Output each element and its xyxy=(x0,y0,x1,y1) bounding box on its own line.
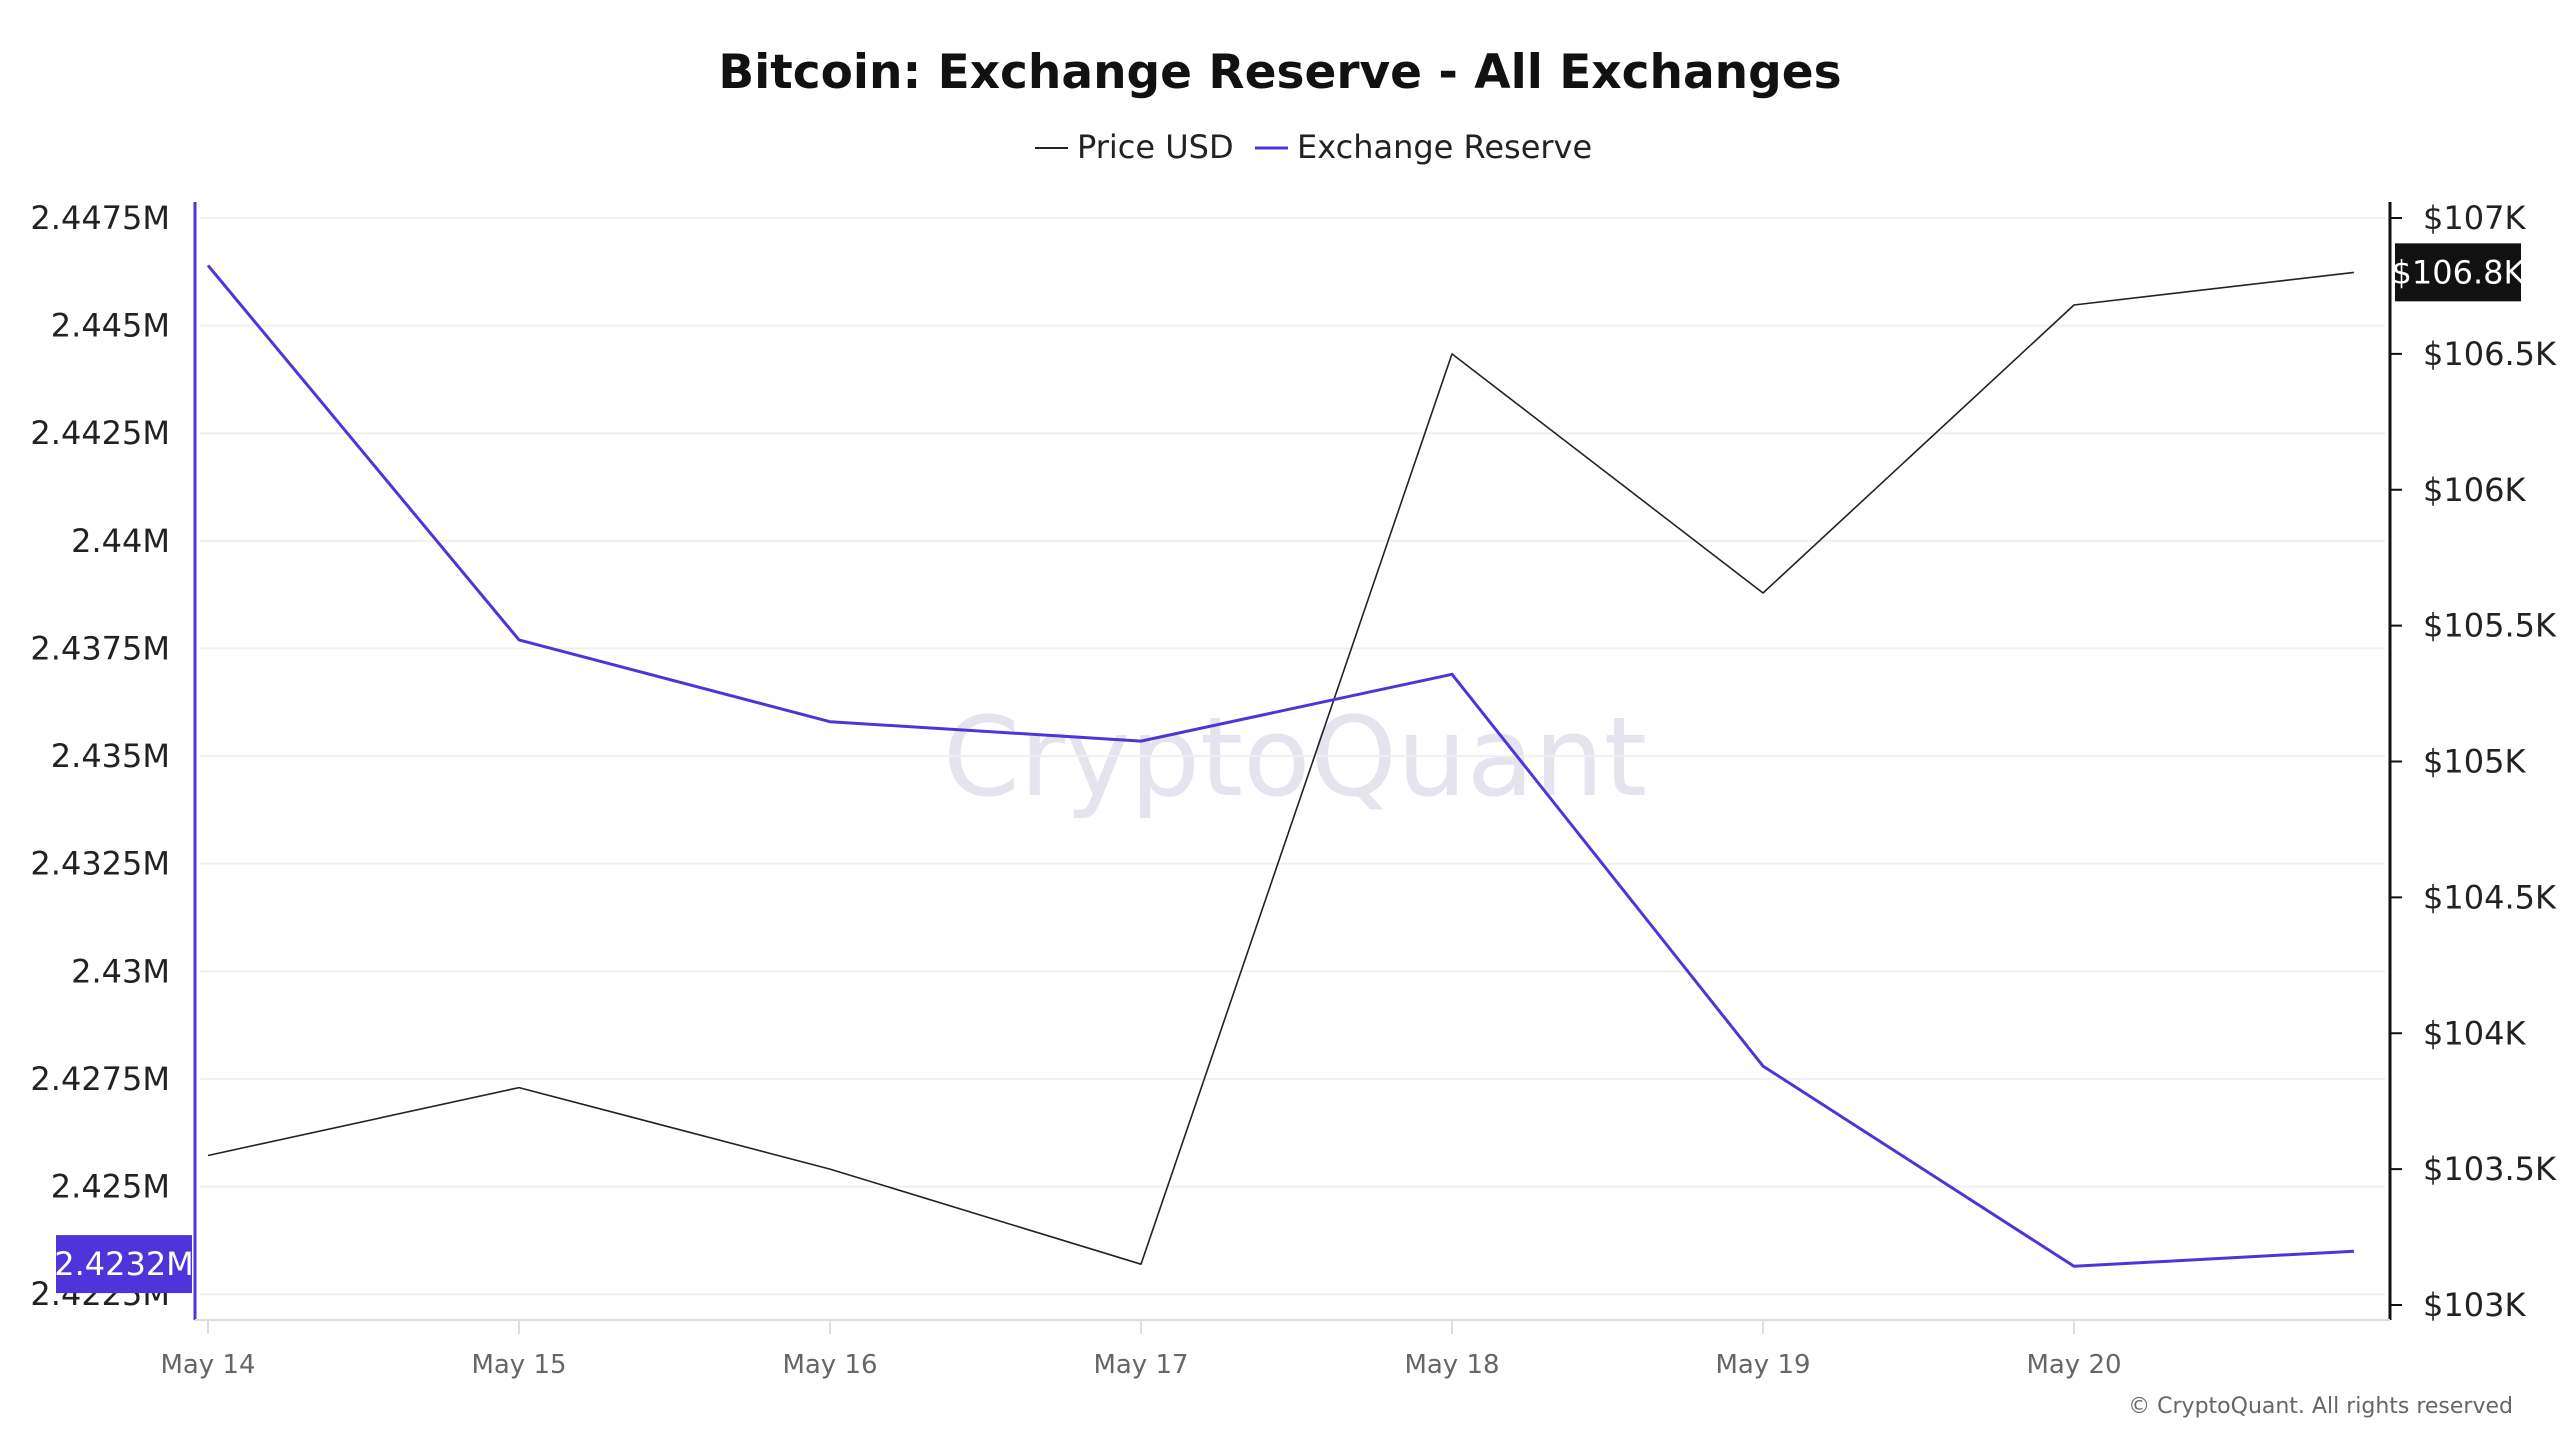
left-axis-ticks: 2.4475M 2.445M 2.4425M 2.44M 2.4375M 2.435M 2.… xyxy=(30,199,170,1313)
x-tick-label: May 14 xyxy=(160,1350,255,1380)
right-current-value: $106.8K xyxy=(2392,253,2526,291)
left-current-badge: 2.4232M xyxy=(54,1235,194,1294)
x-tick-label: May 16 xyxy=(782,1350,877,1380)
x-tick-label: May 18 xyxy=(1404,1350,1499,1380)
right-tick-label: $107K xyxy=(2423,199,2526,237)
left-tick-label: 2.43M xyxy=(71,952,170,990)
left-tick-label: 2.445M xyxy=(51,307,170,345)
x-tick-label: May 20 xyxy=(2026,1350,2121,1380)
x-tick-label: May 17 xyxy=(1093,1350,1188,1380)
x-tick-label: May 19 xyxy=(1715,1350,1810,1380)
left-tick-label: 2.425M xyxy=(51,1168,170,1206)
chart-title: Bitcoin: Exchange Reserve - All Exchange… xyxy=(718,45,1841,100)
series xyxy=(206,264,2354,1268)
legend-label-price: Price USD xyxy=(1077,128,1234,166)
right-tick-label: $105K xyxy=(2423,743,2526,781)
legend-label-reserve: Exchange Reserve xyxy=(1297,128,1592,166)
right-tick-label: $103.5K xyxy=(2423,1150,2557,1188)
right-tick-label: $105.5K xyxy=(2423,607,2557,645)
left-tick-label: 2.4275M xyxy=(30,1060,170,1098)
left-tick-label: 2.4425M xyxy=(30,414,170,452)
price-usd-line[interactable] xyxy=(207,271,2354,1265)
copyright: © CryptoQuant. All rights reserved xyxy=(2128,1394,2513,1419)
legend: Price USD Exchange Reserve xyxy=(1035,128,1592,166)
legend-item-price[interactable]: Price USD xyxy=(1035,128,1234,166)
left-tick-label: 2.4325M xyxy=(30,845,170,883)
right-tick-label: $106.5K xyxy=(2423,335,2557,373)
exchange-reserve-line[interactable] xyxy=(206,264,2354,1268)
legend-item-reserve[interactable]: Exchange Reserve xyxy=(1255,128,1592,166)
left-tick-label: 2.4475M xyxy=(30,199,170,237)
x-axis-ticks: May 14 May 15 May 16 May 17 May 18 May 19 May … xyxy=(160,1320,2122,1380)
right-tick-label: $103K xyxy=(2423,1286,2526,1324)
left-tick-label: 2.4375M xyxy=(30,629,170,667)
right-current-badge: $106.8K xyxy=(2392,243,2526,302)
left-tick-label: 2.44M xyxy=(71,522,170,560)
left-current-value: 2.4232M xyxy=(54,1245,194,1283)
gridlines xyxy=(200,217,2385,1296)
right-tick-label: $106K xyxy=(2423,471,2526,509)
right-axis-ticks: $107K $106.5K $106K $105.5K $105K $104.5K $104… xyxy=(2390,199,2557,1324)
right-tick-label: $104K xyxy=(2423,1014,2526,1052)
left-tick-label: 2.435M xyxy=(51,737,170,775)
x-tick-label: May 15 xyxy=(471,1350,566,1380)
right-tick-label: $104.5K xyxy=(2423,878,2557,916)
